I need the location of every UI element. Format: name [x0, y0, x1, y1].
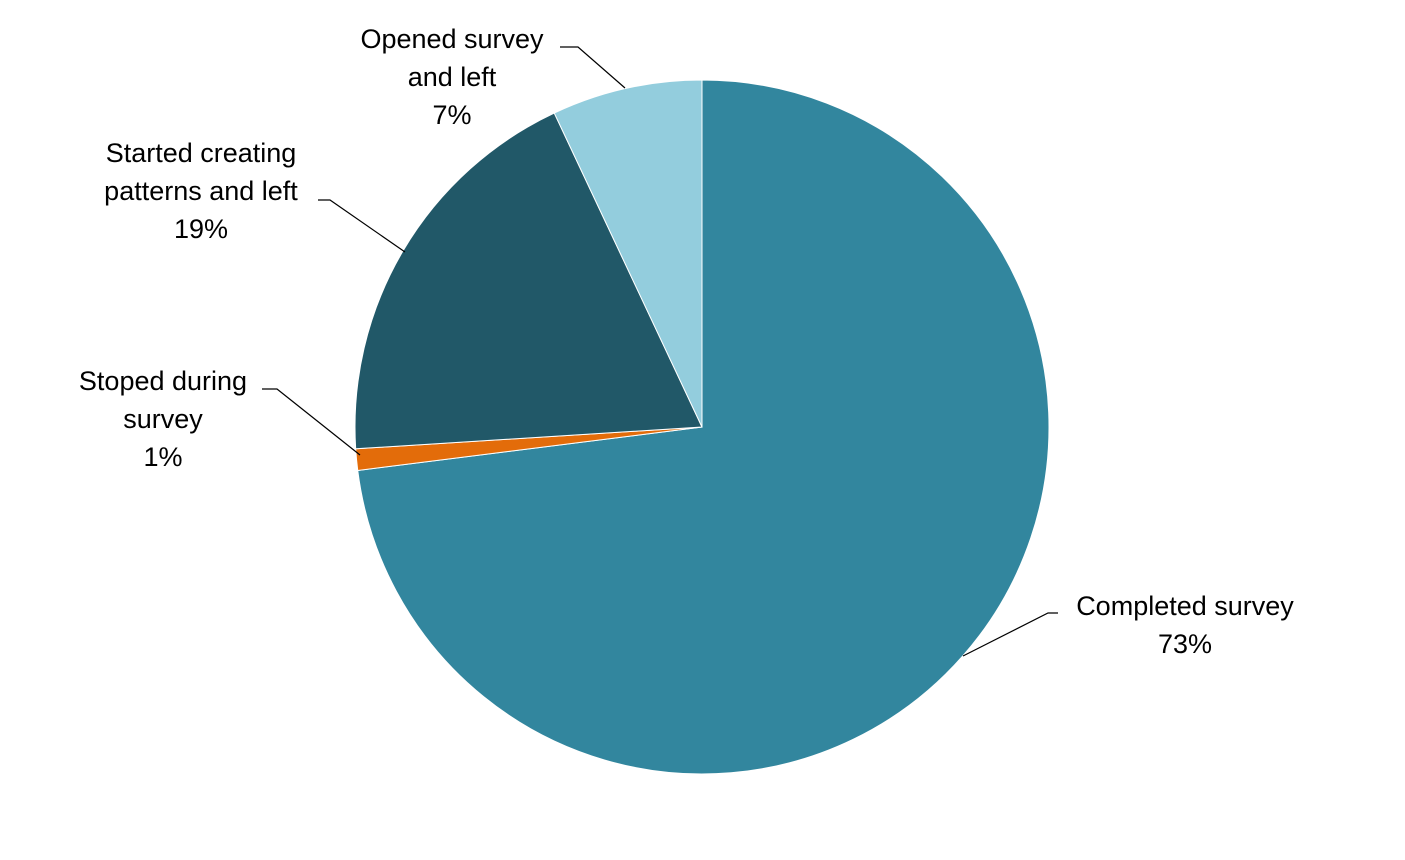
leader-line-completed-survey	[962, 612, 1058, 657]
data-label-category-line: Started creating	[106, 138, 297, 168]
slices-layer	[354, 79, 1050, 775]
pie-slice-opened-survey-and-left	[553, 79, 703, 428]
data-label-percent: 73%	[1158, 629, 1212, 659]
data-label-category-line: Completed survey	[1076, 591, 1294, 621]
data-label-category-line: survey	[123, 404, 203, 434]
data-label-category-line: Stoped during	[79, 366, 247, 396]
data-label-stoped-during-survey: Stoped during survey 1%	[79, 366, 247, 472]
data-labels-layer: Completed survey 73% Stoped during survey 1%…	[79, 24, 1294, 659]
data-label-percent: 19%	[174, 214, 228, 244]
data-label-category-line: and left	[408, 62, 497, 92]
data-label-category-line: patterns and left	[104, 176, 298, 206]
leader-line-started-creating-patterns-and-left	[318, 199, 406, 253]
data-label-opened-survey-and-left: Opened survey and left 7%	[360, 24, 544, 130]
data-label-completed-survey: Completed survey 73%	[1076, 591, 1294, 659]
leader-line-stoped-during-survey	[262, 388, 361, 456]
data-label-percent: 1%	[143, 442, 182, 472]
data-label-category-line: Opened survey	[360, 24, 544, 54]
leader-line-opened-survey-and-left	[560, 46, 626, 89]
data-label-started-creating-patterns-and-left: Started creating patterns and left 19%	[104, 138, 298, 244]
pie-slice-completed-survey	[357, 79, 1050, 775]
leader-lines-layer	[262, 46, 1058, 657]
data-label-percent: 7%	[432, 100, 471, 130]
